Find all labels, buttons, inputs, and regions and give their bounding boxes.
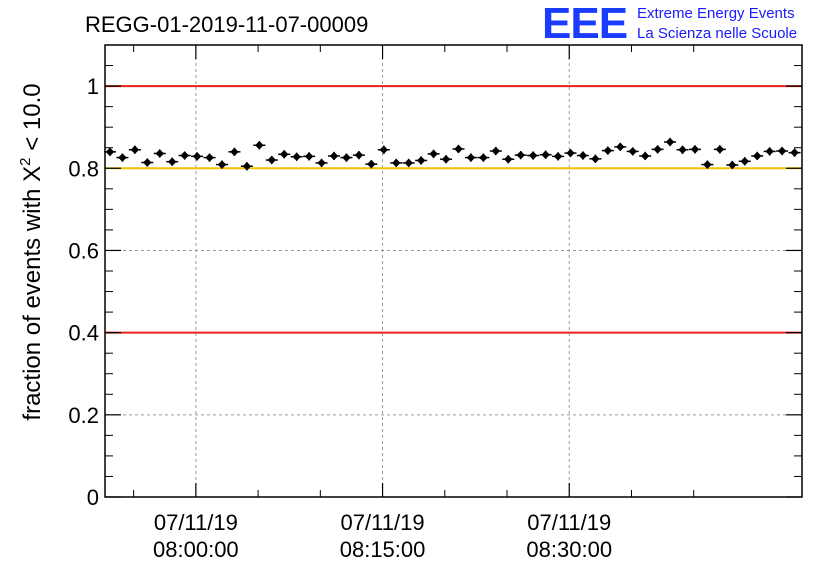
data-marker xyxy=(192,152,202,161)
data-point xyxy=(103,147,116,157)
data-point xyxy=(278,150,291,159)
data-marker xyxy=(267,155,277,165)
data-marker xyxy=(230,147,239,157)
data-marker xyxy=(379,145,389,155)
data-point xyxy=(116,153,129,162)
y-tick-label: 0 xyxy=(87,485,99,510)
data-point xyxy=(203,153,216,162)
data-point xyxy=(328,151,341,161)
data-point xyxy=(377,145,390,155)
data-point xyxy=(303,152,316,161)
data-marker xyxy=(416,156,426,165)
data-marker xyxy=(255,141,264,150)
data-point xyxy=(440,154,453,164)
eee-logo-line1: Extreme Energy Events xyxy=(637,5,795,22)
data-marker xyxy=(118,153,127,162)
axis-ticks xyxy=(105,45,802,498)
data-marker xyxy=(342,153,351,162)
data-point xyxy=(340,153,353,162)
data-marker xyxy=(429,149,438,159)
data-point xyxy=(390,158,403,168)
y-tick-label: 1 xyxy=(87,74,99,99)
data-marker xyxy=(143,158,152,167)
data-marker xyxy=(242,161,252,171)
data-marker xyxy=(466,153,476,162)
data-point xyxy=(178,151,191,160)
data-marker xyxy=(354,150,364,160)
x-tick-label-date: 07/11/19 xyxy=(154,510,238,535)
data-marker xyxy=(491,146,501,156)
data-marker xyxy=(479,153,488,162)
data-marker xyxy=(392,158,401,168)
x-tick-label-time: 08:00:00 xyxy=(153,537,239,562)
y-axis-label-prefix: fraction of events with X xyxy=(19,166,46,421)
data-point xyxy=(427,149,440,159)
x-tick-label-time: 08:30:00 xyxy=(526,537,612,562)
eee-logo-line2: La Scienza nelle Scuole xyxy=(637,25,797,42)
y-axis-label-suffix: < 10.0 xyxy=(19,83,46,157)
x-tick-label-date: 07/11/19 xyxy=(527,510,611,535)
data-marker xyxy=(504,154,513,164)
data-point xyxy=(253,141,266,150)
eee-logo: EEE Extreme Energy Events La Scienza nel… xyxy=(542,0,797,48)
data-marker xyxy=(367,159,376,169)
data-marker xyxy=(130,145,140,155)
x-tick-label-date: 07/11/19 xyxy=(341,510,425,535)
data-point xyxy=(489,146,502,156)
data-marker xyxy=(279,150,289,159)
data-point xyxy=(153,149,166,158)
data-marker xyxy=(167,157,177,166)
y-tick-label: 0.4 xyxy=(68,321,99,346)
reference-lines xyxy=(105,85,802,334)
data-marker xyxy=(454,144,463,154)
data-point xyxy=(365,159,378,169)
data-point xyxy=(464,153,477,162)
eee-logo-letters: EEE xyxy=(542,0,627,48)
data-marker xyxy=(205,153,214,162)
data-marker xyxy=(292,152,301,162)
data-point xyxy=(191,152,204,161)
data-marker xyxy=(180,151,189,160)
data-point xyxy=(240,161,253,171)
data-point xyxy=(502,154,515,164)
data-point xyxy=(265,155,278,165)
data-point xyxy=(352,150,365,160)
data-point xyxy=(402,158,415,168)
y-tick-labels: 0 0.2 0.4 0.6 0.8 1 xyxy=(68,74,99,510)
y-tick-label: 0.8 xyxy=(68,156,99,181)
data-point xyxy=(477,153,490,162)
data-marker xyxy=(155,149,165,158)
x-tick-labels: 07/11/1908:00:0007/11/1908:15:0007/11/19… xyxy=(153,510,612,562)
data-marker xyxy=(441,154,451,164)
data-point xyxy=(452,144,465,154)
y-tick-label: 0.6 xyxy=(68,238,99,263)
x-tick-label-time: 08:15:00 xyxy=(340,537,426,562)
data-marker xyxy=(105,147,115,157)
y-tick-label: 0.2 xyxy=(68,403,99,428)
y-axis-label-superscript: 2 xyxy=(17,157,34,165)
data-marker xyxy=(304,152,314,161)
data-point xyxy=(415,156,428,165)
data-marker xyxy=(217,160,227,169)
data-marker xyxy=(404,158,413,168)
y-axis-label: fraction of events with X2 < 10.0 xyxy=(17,83,46,420)
data-marker xyxy=(317,158,326,168)
data-point xyxy=(290,152,303,162)
data-point xyxy=(315,158,328,168)
data-point xyxy=(128,145,141,155)
data-point xyxy=(228,147,241,157)
data-point xyxy=(166,157,179,166)
data-marker xyxy=(329,151,339,161)
chart-title: REGG-01-2019-11-07-00009 xyxy=(85,12,368,37)
data-point xyxy=(141,158,154,167)
data-point xyxy=(215,160,228,169)
